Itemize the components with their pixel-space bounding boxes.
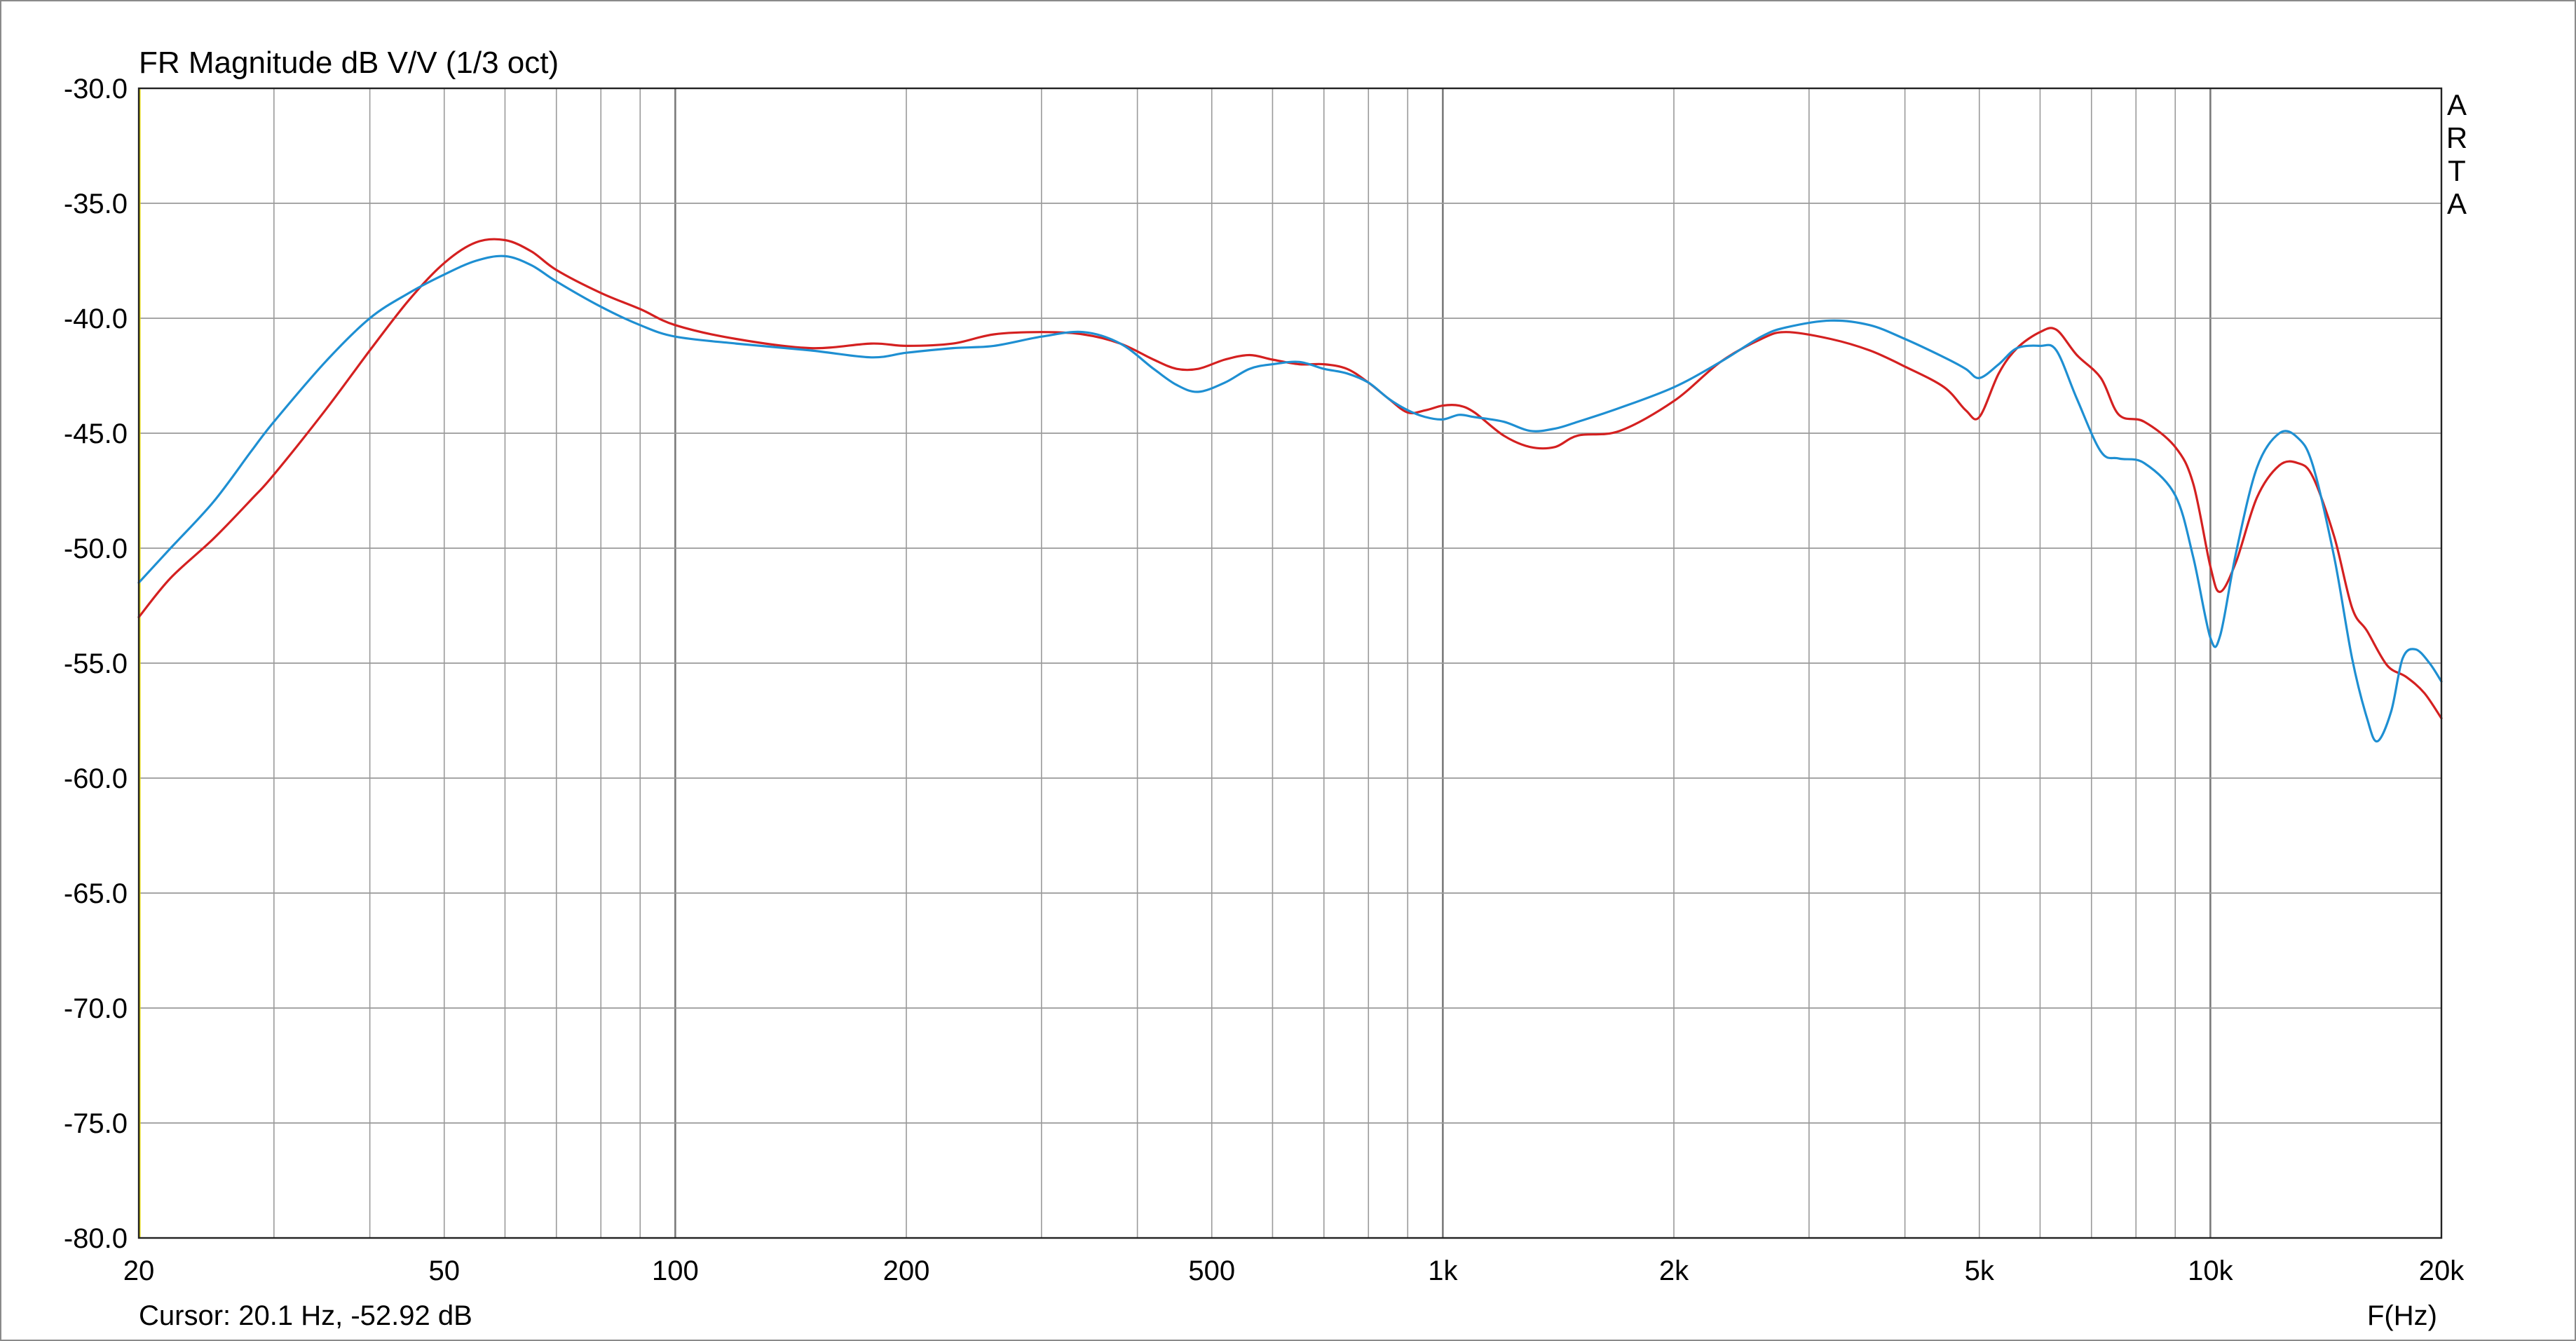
- y-tick-label: -35.0: [64, 189, 128, 219]
- y-tick-label: -75.0: [64, 1108, 128, 1139]
- y-tick-label: -80.0: [64, 1223, 128, 1254]
- x-tick-label: 50: [428, 1255, 460, 1286]
- watermark-letter: T: [2448, 154, 2466, 187]
- series-line-red: [137, 238, 2443, 720]
- y-tick-label: -60.0: [64, 763, 128, 794]
- y-tick-labels: -30.0 -35.0 -40.0 -45.0 -50.0 -55.0 -60.0 -65.0…: [64, 74, 128, 1254]
- plot-border: [137, 87, 2443, 1239]
- y-tick-label: -70.0: [64, 993, 128, 1024]
- y-tick-label: -40.0: [64, 304, 128, 334]
- x-tick-label: 20: [123, 1255, 155, 1286]
- x-tick-label: 500: [1188, 1255, 1235, 1286]
- series-line-blue: [137, 254, 2443, 743]
- x-tick-label: 100: [652, 1255, 699, 1286]
- x-tick-label: 20k: [2419, 1255, 2465, 1286]
- y-tick-label: -65.0: [64, 878, 128, 909]
- cursor-readout: Cursor: 20.1 Hz, -52.92 dB: [139, 1300, 472, 1331]
- x-tick-labels: 20 50 100 200 500 1k 2k 5k 10k 20k: [123, 1255, 2465, 1286]
- x-tick-label: 2k: [1659, 1255, 1689, 1286]
- series-curves: [137, 238, 2443, 743]
- x-axis-label: F(Hz): [2367, 1300, 2437, 1331]
- x-tick-label: 5k: [1965, 1255, 1995, 1286]
- chart-title: FR Magnitude dB V/V (1/3 oct): [139, 46, 559, 80]
- x-tick-label: 200: [883, 1255, 930, 1286]
- y-tick-label: -55.0: [64, 648, 128, 679]
- y-tick-label: -50.0: [64, 533, 128, 564]
- x-tick-label: 1k: [1428, 1255, 1458, 1286]
- watermark-letter: A: [2447, 88, 2467, 121]
- x-tick-label: 10k: [2188, 1255, 2233, 1286]
- watermark-letter: A: [2447, 187, 2467, 220]
- y-tick-label: -45.0: [64, 418, 128, 449]
- grid-lines: [139, 88, 2441, 1239]
- y-tick-label: -30.0: [64, 74, 128, 104]
- watermark-letter: R: [2446, 121, 2467, 154]
